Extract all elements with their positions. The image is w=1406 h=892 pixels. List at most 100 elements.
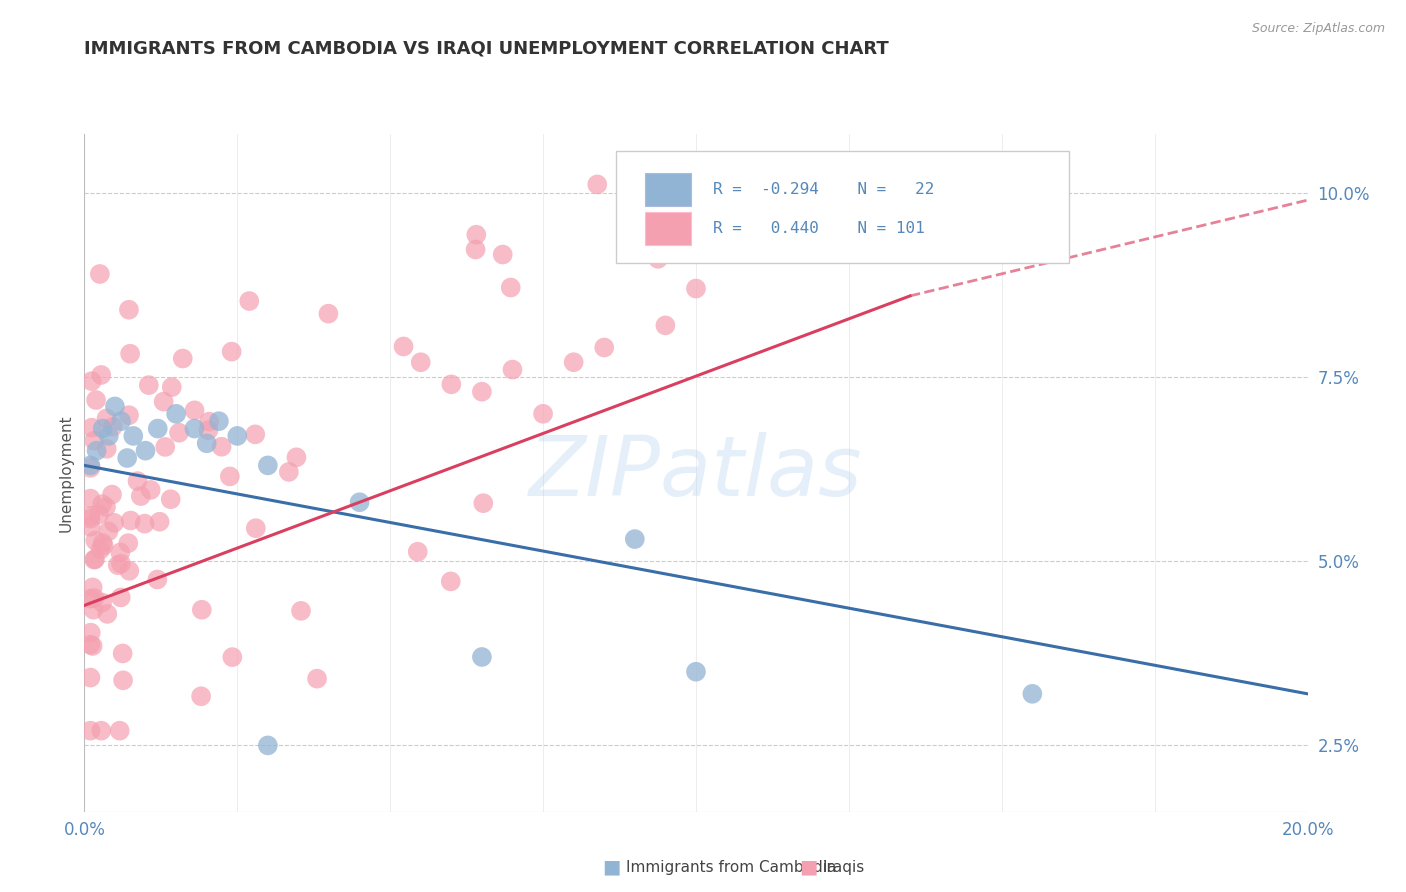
Point [492, 247, 515, 261]
Point [110, 591, 132, 605]
Point [160, 380, 183, 394]
Point [79, 461, 101, 475]
Point [195, 436, 218, 450]
Point [110, 557, 132, 571]
Point [197, 423, 219, 437]
Point [624, 532, 647, 546]
Point [79, 511, 101, 525]
Point [79, 458, 101, 473]
Point [149, 515, 172, 529]
Text: Source: ZipAtlas.com: Source: ZipAtlas.com [1251, 22, 1385, 36]
Point [502, 362, 524, 376]
Point [208, 414, 231, 428]
Point [91, 596, 114, 610]
Point [120, 514, 142, 528]
Point [257, 739, 280, 753]
Point [218, 469, 240, 483]
Point [83, 434, 105, 448]
Point [226, 429, 249, 443]
Point [79, 520, 101, 534]
Point [90, 723, 112, 738]
FancyBboxPatch shape [644, 173, 692, 206]
Point [79, 638, 101, 652]
Point [83, 552, 105, 566]
Point [440, 574, 463, 589]
Point [89, 542, 111, 557]
Point [79, 508, 101, 523]
Point [94, 500, 117, 514]
Point [221, 344, 243, 359]
FancyBboxPatch shape [616, 151, 1069, 262]
Point [471, 650, 494, 665]
Point [84, 552, 107, 566]
Point [87, 508, 110, 522]
Point [108, 723, 131, 738]
Point [685, 281, 707, 295]
Point [464, 243, 486, 257]
Text: ■: ■ [602, 857, 621, 877]
Point [586, 178, 609, 192]
Point [183, 421, 205, 435]
Point [83, 591, 105, 605]
Point [191, 603, 214, 617]
Point [122, 429, 145, 443]
Point [91, 497, 114, 511]
Point [90, 368, 112, 382]
Point [120, 347, 142, 361]
Text: IMMIGRANTS FROM CAMBODIA VS IRAQI UNEMPLOYMENT CORRELATION CHART: IMMIGRANTS FROM CAMBODIA VS IRAQI UNEMPL… [84, 40, 889, 58]
Point [654, 318, 676, 333]
FancyBboxPatch shape [644, 212, 692, 245]
Point [79, 491, 101, 506]
Point [82, 639, 104, 653]
Point [198, 415, 221, 429]
Point [349, 495, 371, 509]
Point [285, 450, 308, 465]
Point [190, 690, 212, 704]
Point [165, 407, 187, 421]
Point [80, 374, 103, 388]
Point [167, 425, 190, 440]
Point [79, 591, 101, 606]
Point [392, 339, 415, 353]
Point [101, 419, 124, 434]
Text: R =   0.440    N = 101: R = 0.440 N = 101 [713, 221, 925, 236]
Point [221, 650, 243, 665]
Point [82, 580, 104, 594]
Point [91, 536, 114, 550]
Point [138, 378, 160, 392]
Point [465, 227, 488, 242]
Point [155, 440, 177, 454]
Point [440, 377, 463, 392]
Point [146, 421, 169, 435]
Point [624, 244, 647, 259]
Point [499, 280, 522, 294]
Point [84, 533, 107, 548]
Point [80, 625, 103, 640]
Point [118, 408, 141, 422]
Point [257, 458, 280, 473]
Point [110, 545, 132, 559]
Point [79, 671, 101, 685]
Point [409, 355, 432, 369]
Point [135, 443, 157, 458]
Point [471, 384, 494, 399]
Point [86, 443, 108, 458]
Point [238, 293, 260, 308]
Point [146, 573, 169, 587]
Point [103, 516, 125, 530]
Point [172, 351, 194, 366]
Point [91, 421, 114, 435]
Point [245, 521, 267, 535]
Point [152, 394, 174, 409]
Point [80, 420, 103, 434]
Point [305, 672, 328, 686]
Point [79, 723, 101, 738]
Point [129, 489, 152, 503]
Point [1021, 687, 1043, 701]
Point [97, 429, 120, 443]
Y-axis label: Unemployment: Unemployment [58, 414, 73, 532]
Point [104, 400, 127, 414]
Point [647, 252, 669, 266]
Point [84, 392, 107, 407]
Point [112, 673, 135, 688]
